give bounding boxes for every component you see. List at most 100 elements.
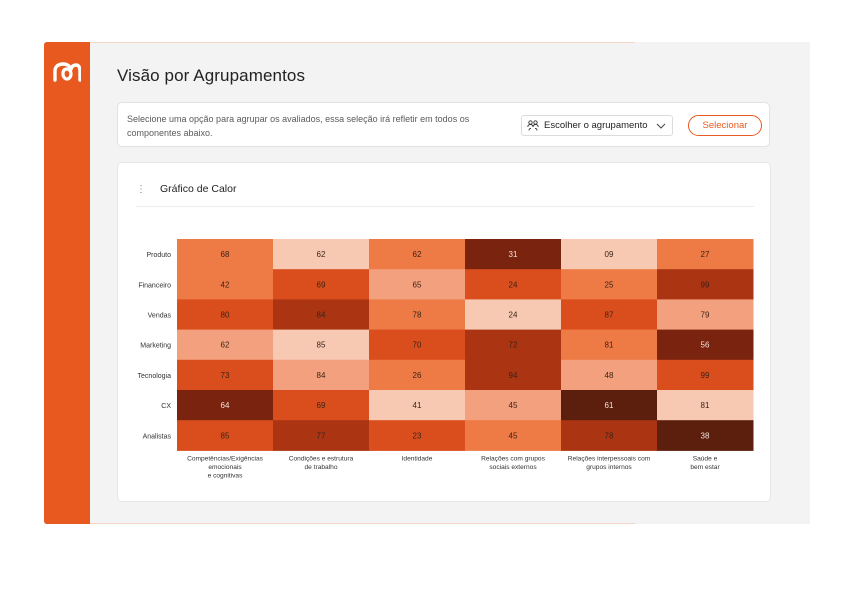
cell-value-label: 70: [413, 341, 422, 350]
cell-value-label: 77: [317, 431, 326, 440]
heatmap-cell: [369, 420, 466, 451]
cell-value-label: 26: [413, 371, 422, 380]
cell-value-label: 31: [509, 250, 518, 259]
heatmap-cell: [657, 359, 754, 391]
cell-value-label: 68: [221, 250, 230, 259]
cell-value-label: 81: [701, 401, 710, 410]
heatmap-cell: [561, 390, 658, 421]
heatmap-cell: [657, 239, 754, 270]
cell-value-label: 78: [605, 431, 614, 440]
cell-value-label: 69: [317, 401, 326, 410]
heatmap-cell: [273, 329, 370, 361]
heatmap-cell: [273, 299, 370, 331]
cell-value-label: 41: [413, 401, 422, 410]
cell-value-label: 62: [413, 250, 422, 259]
grouping-dropdown[interactable]: Escolher o agrupamento: [521, 115, 673, 136]
cell-value-label: 65: [413, 280, 422, 289]
column-label: grupos internos: [586, 464, 632, 471]
frame-top-border: [90, 42, 635, 43]
cell-value-label: 48: [605, 371, 614, 380]
cell-value-label: 09: [605, 250, 614, 259]
column-label: Condições e estrutura: [289, 455, 354, 462]
heatmap-cell: [657, 420, 754, 451]
heatmap-card: ⋮ Gráfico de Calor Produto 68 62 62 31 09 27 Fi…: [117, 162, 771, 502]
column-label: Competências/Exigências: [187, 455, 264, 462]
cell-value-label: 42: [221, 280, 230, 289]
brand-logo[interactable]: [51, 60, 81, 84]
heatmap-cell: [273, 269, 370, 300]
cell-value-label: 94: [509, 371, 518, 380]
cell-value-label: 87: [605, 311, 614, 320]
cell-value-label: 84: [317, 371, 326, 380]
grouping-description: Selecione uma opção para agrupar os aval…: [127, 114, 470, 138]
cell-value-label: 99: [701, 371, 710, 380]
cell-value-label: 81: [605, 341, 614, 350]
row-label: Marketing: [140, 343, 171, 350]
cell-value-label: 72: [509, 341, 518, 350]
heatmap-cell: [561, 329, 658, 361]
cell-value-label: 62: [221, 341, 230, 350]
heatmap-cell: [273, 390, 370, 421]
heatmap-cell: [177, 299, 274, 331]
heatmap-cell: [273, 239, 370, 270]
heatmap-cell: [177, 420, 274, 451]
heatmap-cell: [177, 269, 274, 300]
cell-value-label: 25: [605, 280, 614, 289]
cell-value-label: 80: [221, 311, 230, 320]
column-label: sociais externos: [489, 464, 537, 471]
heatmap-cell: [369, 329, 466, 361]
heatmap-cell: [273, 420, 370, 451]
cell-value-label: 45: [509, 431, 518, 440]
heatmap-cell: [369, 359, 466, 391]
heatmap-cell: [273, 359, 370, 391]
cell-value-label: 64: [221, 401, 230, 410]
heatmap-cell: [465, 420, 562, 451]
select-button[interactable]: Selecionar: [688, 115, 762, 136]
column-label: bem estar: [690, 464, 720, 471]
heatmap-cell: [465, 299, 562, 331]
heatmap-cell: [561, 359, 658, 391]
row-label: Analistas: [143, 433, 172, 440]
heatmap-cell: [657, 269, 754, 300]
cell-value-label: 27: [701, 250, 710, 259]
frame-bottom-border: [90, 523, 635, 524]
row-label: CX: [161, 403, 171, 410]
cell-value-label: 99: [701, 280, 710, 289]
heatmap-cell: [465, 239, 562, 270]
cell-value-label: 85: [221, 431, 230, 440]
sidebar: [44, 42, 90, 524]
cell-value-label: 78: [413, 311, 422, 320]
heatmap-cell: [561, 420, 658, 451]
column-label: Saúde e: [693, 455, 718, 462]
heatmap-cell: [177, 329, 274, 361]
cell-value-label: 56: [701, 341, 710, 350]
heatmap-cell: [657, 329, 754, 361]
cell-value-label: 69: [317, 280, 326, 289]
heatmap-chart: Produto 68 62 62 31 09 27 Financeiro 42 69 65 24 25 9…: [138, 239, 754, 479]
chevron-down-icon: [656, 123, 666, 129]
heatmap-cell: [177, 239, 274, 270]
cell-value-label: 79: [701, 311, 710, 320]
cell-value-label: 73: [221, 371, 230, 380]
row-label: Vendas: [148, 313, 172, 320]
group-icon: [527, 120, 539, 131]
heatmap-cell: [657, 299, 754, 331]
heatmap-cell: [561, 299, 658, 331]
heatmap-cell: [177, 390, 274, 421]
heatmap-cell: [369, 269, 466, 300]
heatmap-cell: [561, 239, 658, 270]
kebab-menu-icon[interactable]: ⋮: [136, 183, 146, 195]
cell-value-label: 23: [413, 431, 422, 440]
page-title: Visão por Agrupamentos: [117, 66, 306, 85]
column-label: e cognitivas: [208, 472, 244, 479]
cell-value-label: 45: [509, 401, 518, 410]
column-label: Identidade: [402, 455, 433, 462]
heatmap-cell: [465, 390, 562, 421]
column-label: de trabalho: [305, 464, 338, 471]
heatmap-cell: [465, 329, 562, 361]
column-label: Relações com grupos: [481, 455, 545, 462]
heatmap-cell: [177, 359, 274, 391]
cell-value-label: 85: [317, 341, 326, 350]
heatmap-cell: [369, 239, 466, 270]
chart-divider: [136, 206, 754, 207]
